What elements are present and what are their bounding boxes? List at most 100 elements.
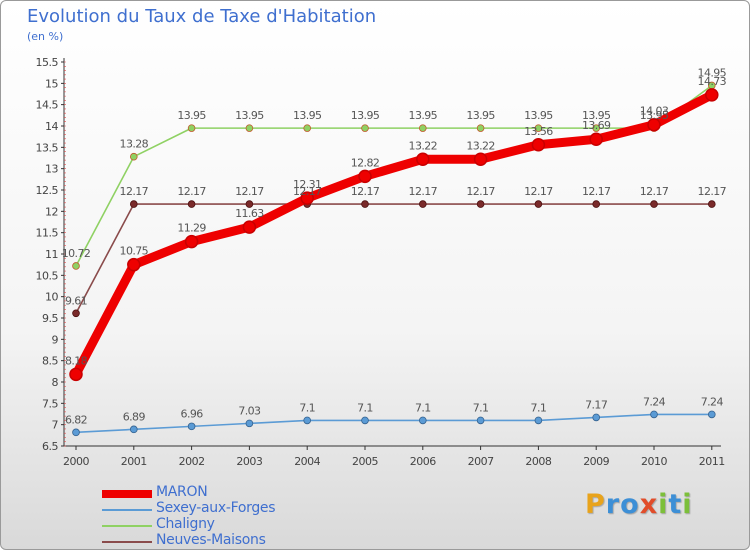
- series-line-maron: [71, 90, 717, 379]
- legend-label-maron: MARON: [156, 484, 208, 500]
- data-point-chaligny: [534, 124, 543, 132]
- x-tick-label: 2003: [236, 455, 262, 468]
- logo-letter: x: [639, 489, 659, 520]
- x-tick-label: 2007: [468, 455, 494, 468]
- data-point-sexey-aux-forges: [534, 416, 543, 425]
- data-label-neuves-maisons: 12.17: [177, 185, 206, 198]
- y-tick-label: 8.5: [42, 355, 58, 368]
- y-tick-label: 13.5: [36, 141, 59, 154]
- data-point-sexey-aux-forges: [72, 428, 80, 437]
- data-point-chaligny: [245, 124, 254, 132]
- series-line-sexey-aux-forges: [75, 413, 713, 434]
- y-tick-label: 11: [45, 248, 58, 261]
- data-label-maron: 11.29: [177, 222, 206, 235]
- data-point-sexey-aux-forges: [707, 410, 716, 419]
- y-tick-label: 15: [45, 77, 58, 90]
- data-label-sexey-aux-forges: 7.1: [357, 401, 373, 414]
- legend-item-neuves-maisons: Neuves-Maisons: [102, 532, 322, 549]
- logo-letter: i: [682, 489, 693, 520]
- data-label-sexey-aux-forges: 7.24: [701, 395, 724, 408]
- data-label-neuves-maisons: 12.17: [582, 185, 611, 198]
- data-point-chaligny: [418, 124, 427, 132]
- data-point-chaligny: [361, 124, 369, 132]
- legend-item-maron: MARON: [102, 484, 322, 502]
- data-point-sexey-aux-forges: [592, 413, 600, 422]
- data-point-maron: [473, 152, 488, 167]
- data-point-chaligny: [72, 262, 80, 270]
- x-tick-label: 2000: [63, 455, 89, 468]
- data-point-chaligny: [303, 124, 312, 132]
- data-label-maron: 14.03: [640, 105, 669, 118]
- logo-letter: t: [668, 489, 683, 520]
- data-point-neuves-maisons: [418, 200, 427, 208]
- data-point-chaligny: [130, 152, 138, 161]
- data-point-maron: [416, 152, 430, 167]
- y-tick-label: 8: [52, 376, 59, 389]
- y-tick-label: 10: [45, 291, 58, 304]
- data-label-maron: 13.56: [524, 125, 553, 138]
- data-label-chaligny: 13.28: [120, 138, 149, 151]
- data-point-neuves-maisons: [130, 200, 138, 208]
- data-point-neuves-maisons: [534, 200, 543, 208]
- data-point-neuves-maisons: [707, 200, 716, 208]
- data-label-neuves-maisons: 12.17: [640, 185, 669, 198]
- data-label-chaligny: 13.95: [409, 109, 438, 122]
- y-tick-label: 9.5: [42, 312, 58, 325]
- y-tick-label: 10.5: [36, 269, 59, 282]
- data-label-sexey-aux-forges: 7.17: [585, 398, 608, 411]
- data-point-chaligny: [592, 124, 600, 132]
- legend-swatch-neuves-maisons: [102, 541, 152, 543]
- data-label-chaligny: 13.95: [177, 109, 206, 122]
- y-tick-label: 14: [45, 120, 58, 133]
- data-point-maron: [531, 138, 546, 152]
- y-tick-label: 7: [52, 419, 59, 432]
- data-label-chaligny: 13.95: [466, 109, 495, 122]
- data-point-chaligny: [187, 124, 196, 132]
- data-label-sexey-aux-forges: 7.1: [531, 401, 547, 414]
- data-label-maron: 12.31: [293, 178, 322, 191]
- data-label-maron: 13.22: [466, 139, 495, 152]
- data-point-sexey-aux-forges: [303, 416, 312, 425]
- data-label-maron: 13.69: [582, 119, 611, 132]
- data-point-neuves-maisons: [187, 200, 196, 208]
- series-line-neuves-maisons: [75, 203, 713, 315]
- data-point-neuves-maisons: [592, 200, 600, 208]
- data-label-sexey-aux-forges: 6.82: [65, 413, 87, 426]
- data-point-sexey-aux-forges: [361, 416, 369, 425]
- data-label-maron: 14.73: [698, 75, 727, 88]
- data-point-maron: [127, 257, 141, 272]
- data-label-sexey-aux-forges: 6.96: [181, 407, 204, 420]
- data-label-sexey-aux-forges: 7.1: [415, 401, 431, 414]
- x-tick-label: 2011: [699, 455, 725, 468]
- data-point-maron: [184, 234, 199, 249]
- data-point-maron: [647, 117, 661, 132]
- data-label-sexey-aux-forges: 7.24: [643, 395, 666, 408]
- data-label-chaligny: 10.72: [62, 247, 91, 260]
- y-tick-label: 7.5: [42, 397, 58, 410]
- data-label-chaligny: 13.95: [293, 109, 322, 122]
- legend: MARON Sexey-aux-Forges Chaligny Neuves-M…: [102, 484, 322, 549]
- data-label-maron: 8.18: [65, 354, 88, 367]
- legend-label-chaligny: Chaligny: [156, 516, 215, 532]
- data-label-maron: 12.82: [351, 156, 380, 169]
- legend-label-neuves-maisons: Neuves-Maisons: [156, 532, 266, 548]
- series-line-chaligny: [75, 84, 713, 267]
- data-label-maron: 10.75: [120, 245, 149, 258]
- data-label-chaligny: 13.95: [235, 109, 264, 122]
- x-tick-label: 2004: [294, 455, 320, 468]
- data-point-chaligny: [476, 124, 485, 132]
- data-point-maron: [358, 169, 372, 184]
- data-point-maron: [69, 367, 83, 382]
- y-axis-unit: (en %): [27, 30, 64, 43]
- legend-swatch-maron: [102, 490, 152, 498]
- data-label-chaligny: 13.95: [582, 109, 611, 122]
- logo-letter: r: [605, 489, 621, 520]
- data-label-neuves-maisons: 12.17: [293, 185, 322, 198]
- data-label-maron: 11.63: [235, 207, 264, 220]
- legend-item-sexey-aux-forges: Sexey-aux-Forges: [102, 500, 322, 518]
- data-label-neuves-maisons: 12.17: [235, 185, 264, 198]
- y-tick-label: 13: [45, 163, 58, 176]
- x-tick-label: 2010: [641, 455, 667, 468]
- y-tick-label: 11.5: [36, 227, 59, 240]
